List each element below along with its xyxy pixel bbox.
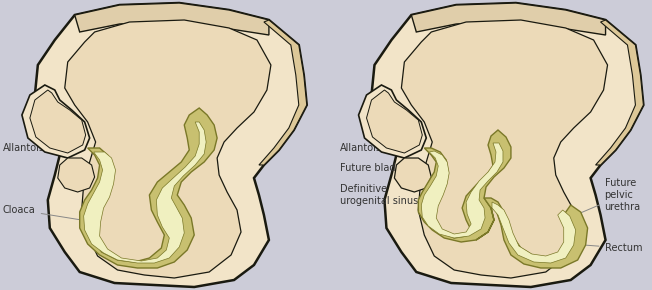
Polygon shape bbox=[22, 85, 89, 158]
Polygon shape bbox=[394, 158, 431, 192]
Polygon shape bbox=[411, 3, 606, 35]
Polygon shape bbox=[65, 20, 271, 278]
Polygon shape bbox=[492, 202, 576, 263]
Text: Rectum: Rectum bbox=[586, 243, 642, 253]
Polygon shape bbox=[259, 20, 306, 165]
Text: Future
pelvic
urethra: Future pelvic urethra bbox=[578, 178, 641, 214]
Polygon shape bbox=[359, 85, 426, 158]
Polygon shape bbox=[83, 122, 206, 263]
Text: Allantois: Allantois bbox=[340, 139, 384, 153]
Polygon shape bbox=[75, 3, 269, 35]
Polygon shape bbox=[421, 143, 503, 238]
Polygon shape bbox=[476, 198, 587, 268]
Polygon shape bbox=[35, 3, 306, 287]
Polygon shape bbox=[80, 108, 217, 268]
Text: Allantois: Allantois bbox=[3, 139, 47, 153]
Polygon shape bbox=[372, 3, 644, 287]
Text: Definitive
urogenital sinus: Definitive urogenital sinus bbox=[340, 184, 424, 206]
Polygon shape bbox=[366, 90, 422, 153]
Polygon shape bbox=[595, 20, 644, 165]
Text: Cloaca: Cloaca bbox=[3, 205, 79, 220]
Polygon shape bbox=[419, 130, 511, 242]
Polygon shape bbox=[30, 90, 85, 153]
Text: Future bladder: Future bladder bbox=[340, 163, 411, 179]
Polygon shape bbox=[58, 158, 95, 192]
Polygon shape bbox=[402, 20, 608, 278]
